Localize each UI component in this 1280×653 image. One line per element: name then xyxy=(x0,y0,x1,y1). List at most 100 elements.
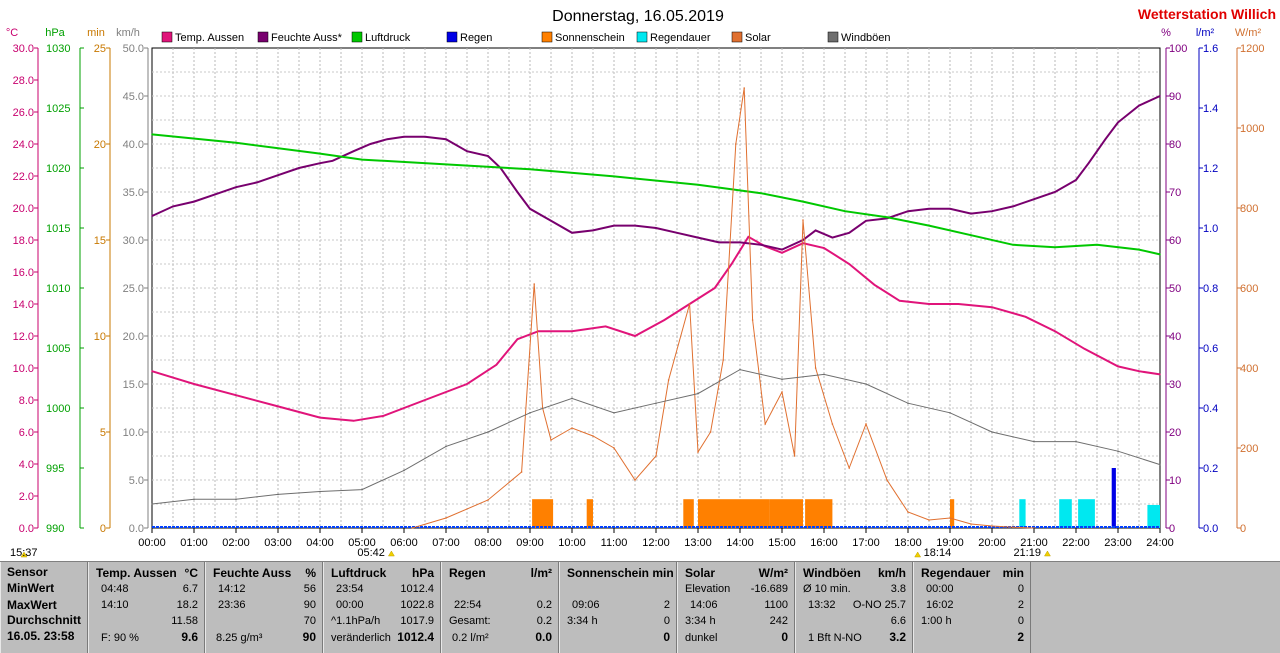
feuchte-min: 56 xyxy=(303,583,316,595)
legend-label: Luftdruck xyxy=(365,32,411,44)
data-point xyxy=(516,338,519,341)
wind-extra: 1 Bft N-NO xyxy=(808,632,862,644)
min-tick-label: 15 xyxy=(94,235,106,247)
col-temp: Temp. Aussen °C 04:48 6.7 14:10 18.2 11.… xyxy=(88,562,205,653)
data-point xyxy=(1024,316,1027,318)
luftdruck-extra: veränderlich xyxy=(331,632,391,644)
temp-tick-label: 14.0 xyxy=(13,299,34,311)
data-point xyxy=(319,162,321,164)
data-point xyxy=(802,200,804,203)
feuchte-unit: % xyxy=(305,566,316,580)
data-point xyxy=(361,158,363,161)
bar-sonnenschein xyxy=(698,499,770,528)
data-point xyxy=(172,205,174,208)
data-point xyxy=(697,451,699,453)
data-point xyxy=(571,330,573,333)
data-point xyxy=(1012,205,1014,208)
wm2-tick-label: 800 xyxy=(1240,203,1258,215)
x-tick-label: 13:00 xyxy=(684,537,712,549)
data-point xyxy=(495,364,498,366)
data-point xyxy=(319,152,321,155)
col-regendauer: Regendauer min 00:00 0 16:02 2 1:00 h 0 … xyxy=(913,562,1031,653)
data-point xyxy=(802,219,804,221)
hpa-axis-unit: hPa xyxy=(45,27,65,39)
sonnenschein-avg: 0 xyxy=(663,615,670,627)
data-point xyxy=(592,435,594,437)
data-point xyxy=(848,467,850,469)
data-point xyxy=(516,191,519,193)
data-point xyxy=(445,517,447,519)
bar-sonnenschein xyxy=(532,499,554,528)
axes-layer: 00:00 01:00 02:00 03:00 04:00 05:00 06:00 07:00… xyxy=(6,27,1265,559)
temp-axis-unit: °C xyxy=(6,27,18,39)
sonnenschein-max-time: 09:06 xyxy=(572,599,600,611)
data-point xyxy=(949,517,951,519)
data-point xyxy=(970,212,972,215)
data-point xyxy=(865,220,867,222)
data-point xyxy=(550,439,552,441)
data-point xyxy=(949,412,951,414)
data-point xyxy=(235,142,237,144)
bar-sonnenschein xyxy=(805,499,833,528)
time-marker-label: 21:19 xyxy=(1013,547,1041,559)
legend-swatch xyxy=(161,31,173,43)
kmh-axis-unit: km/h xyxy=(116,27,140,39)
kmh-tick-label: 0.0 xyxy=(129,523,144,535)
line-layer xyxy=(151,87,1161,529)
data-point xyxy=(844,210,846,212)
bar-regendauer xyxy=(1019,499,1026,528)
wm2-axis-unit: W/m² xyxy=(1235,27,1262,39)
bar-sonnenschein xyxy=(769,499,803,528)
data-point xyxy=(487,499,489,501)
x-tick-label: 19:00 xyxy=(936,537,964,549)
pct-tick-label: 10 xyxy=(1169,475,1181,487)
wind-header: Windböen xyxy=(803,566,861,580)
data-point xyxy=(1159,95,1161,97)
lm2-axis-unit: l/m² xyxy=(1196,27,1215,39)
legend-swatch xyxy=(351,31,363,43)
lm2-tick-label: 1.2 xyxy=(1203,163,1218,175)
data-point xyxy=(760,192,762,194)
lm2-tick-label: 1.6 xyxy=(1203,43,1218,55)
wm2-tick-label: 400 xyxy=(1240,363,1258,375)
data-point xyxy=(424,136,426,138)
legend-label: Regendauer xyxy=(650,32,711,44)
wind-avg10-label: Ø 10 min. xyxy=(803,583,851,595)
data-point xyxy=(1075,440,1077,443)
solar-extra: dunkel xyxy=(685,632,718,644)
temp-tick-label: 20.0 xyxy=(13,203,34,215)
data-point xyxy=(735,143,737,145)
data-point xyxy=(907,402,909,405)
data-point xyxy=(1012,526,1014,528)
x-tick-label: 12:00 xyxy=(642,537,670,549)
data-point xyxy=(655,402,657,405)
series-line-solar xyxy=(412,87,1035,529)
kmh-tick-label: 15.0 xyxy=(123,379,144,391)
luftdruck-avg: 1017.9 xyxy=(400,615,434,627)
pct-tick-label: 90 xyxy=(1169,91,1181,103)
hpa-tick-label: 995 xyxy=(46,463,64,475)
data-point xyxy=(991,306,993,309)
data-point xyxy=(848,232,850,234)
data-point xyxy=(886,216,888,218)
wind-avg10: 3.8 xyxy=(890,583,906,595)
kmh-tick-label: 10.0 xyxy=(123,427,144,439)
data-point xyxy=(718,241,720,244)
regendauer-unit: min xyxy=(1002,566,1024,580)
solar-elevation: -16.689 xyxy=(750,583,788,595)
data-point xyxy=(831,236,834,239)
data-point xyxy=(613,447,615,449)
legend-label: Regen xyxy=(460,32,492,44)
kmh-tick-label: 35.0 xyxy=(123,187,144,199)
data-point xyxy=(781,378,783,381)
sonnenschein-header: Sonnenschein min xyxy=(567,566,674,580)
pct-tick-label: 80 xyxy=(1169,139,1181,151)
wm2-tick-label: 0 xyxy=(1240,523,1246,535)
data-point xyxy=(466,150,468,152)
min-axis-unit: min xyxy=(87,27,105,39)
legend-swatch xyxy=(731,31,743,43)
temp-tick-label: 6.0 xyxy=(19,427,34,439)
pct-tick-label: 30 xyxy=(1169,379,1181,391)
wm2-tick-label: 200 xyxy=(1240,443,1258,455)
data-point xyxy=(369,143,372,145)
